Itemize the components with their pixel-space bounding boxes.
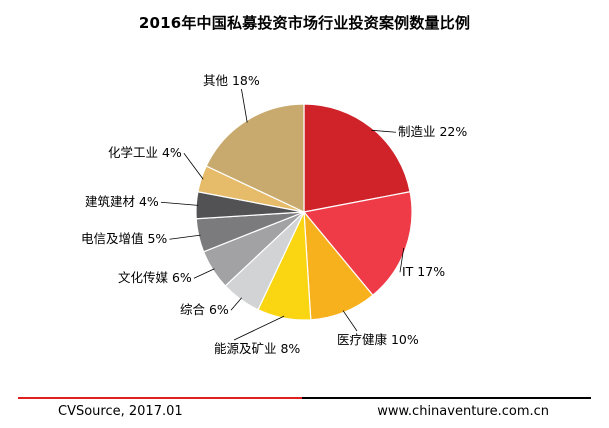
footer-website: www.chinaventure.com.cn [377,404,549,419]
slice-label-9: 化学工业 4% [108,145,182,160]
leader-line-5 [230,297,242,311]
slice-label-8: 建筑建材 4% [85,194,159,209]
footer-source: CVSource, 2017.01 [58,404,183,419]
footer-rule-red [18,397,302,399]
slice-label-6: 文化传媒 6% [118,270,192,285]
leader-line-3 [342,310,358,332]
chart-title: 2016年中国私募投资市场行业投资案例数量比例 [138,14,471,32]
leader-line-10 [241,88,248,123]
leader-line-7 [169,234,201,240]
pie-slices [195,103,413,321]
footer-rule-black [302,397,591,399]
leader-line-4 [233,315,285,341]
leader-line-1 [371,129,397,133]
slice-label-10: 其他 18% [203,73,260,88]
leader-line-9 [183,153,204,180]
pie-slice-1 [303,103,411,213]
slice-label-1: 制造业 22% [398,124,467,139]
pie-leader-lines [160,88,405,341]
leader-line-6 [193,268,215,279]
slice-label-3: 医疗健康 10% [337,332,419,347]
pie-slice-2 [302,191,413,297]
pie-slice-10 [205,103,305,213]
leader-line-2 [399,247,405,273]
leader-line-8 [160,201,199,206]
slice-label-4: 能源及矿业 8% [214,341,300,356]
slice-label-2: IT 17% [402,264,445,279]
pie-slice-labels: 制造业 22% IT 17% 医疗健康 10% 能源及矿业 8% 综合 6% 文化传媒 6… [81,73,467,356]
slice-label-5: 综合 6% [180,302,229,317]
slice-label-7: 电信及增值 5% [81,231,167,246]
